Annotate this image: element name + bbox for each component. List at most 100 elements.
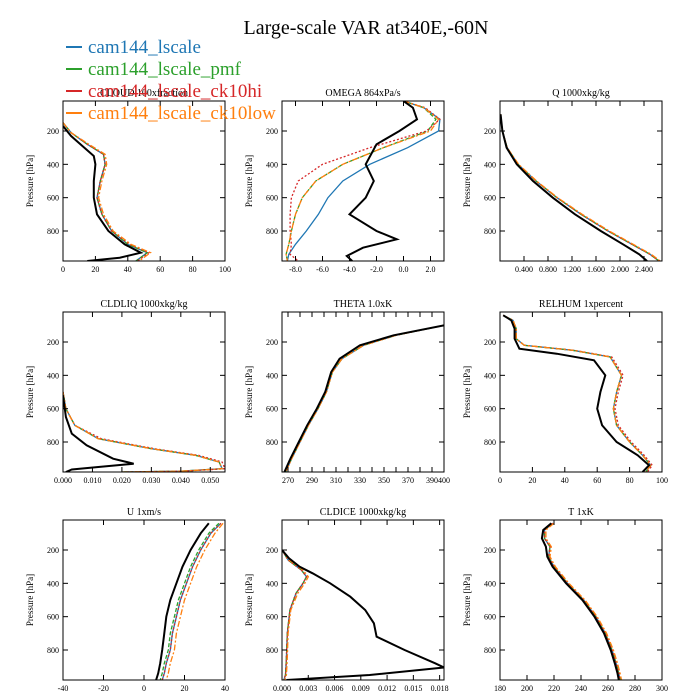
x-tick-label: 0 (142, 684, 146, 693)
series-line-cam144_lscale_ck10low (502, 314, 652, 472)
series-line-cam144_lscale_ck10hi (63, 391, 225, 472)
y-tick-label: 800 (266, 227, 278, 236)
y-tick-label: 200 (47, 127, 59, 136)
x-tick-label: 40 (124, 265, 132, 274)
y-axis-label: Pressure [hPa] (462, 155, 472, 207)
series-line-cam144_lscale_ck10low (63, 122, 152, 261)
x-tick-label: 20 (181, 684, 189, 693)
x-tick-label: 0.020 (113, 476, 131, 485)
y-tick-label: 800 (484, 438, 496, 447)
x-tick-label: 290 (306, 476, 318, 485)
series-line-cam144_lscale (500, 114, 660, 261)
series-line-black (540, 522, 620, 680)
y-axis-label: Pressure [hPa] (244, 155, 254, 207)
x-tick-label: 0.018 (431, 684, 449, 693)
y-tick-label: 600 (484, 194, 496, 203)
y-tick-label: 400 (484, 160, 496, 169)
y-tick-label: 200 (484, 338, 496, 347)
x-tick-label: 400 (438, 476, 450, 485)
legend-entry: cam144_lscale_pmf (66, 59, 242, 80)
x-tick-label: 60 (593, 476, 601, 485)
y-axis-label: Pressure [hPa] (244, 366, 254, 418)
y-axis-label: Pressure [hPa] (462, 366, 472, 418)
series-line-black (282, 549, 444, 680)
panel-1: CLOUD 100xfraction Pressure [hPa] 0 20 40 60 8… (25, 88, 231, 274)
y-tick-label: 400 (484, 371, 496, 380)
x-tick-label: 390 (426, 476, 438, 485)
y-tick-label: 800 (484, 646, 496, 655)
y-tick-label: 800 (484, 227, 496, 236)
panel-title: CLOUD 100xfraction (100, 88, 188, 99)
series-line-cam144_lscale (63, 122, 149, 261)
panel-3: Q 1000xkg/kg Pressure [hPa] 0.400 0.800 1.20… (462, 88, 663, 274)
y-tick-label: 200 (484, 546, 496, 555)
legend-entry: cam144_lscale_ck10low (66, 103, 276, 124)
panel-title: CLDICE 1000xkg/kg (320, 507, 406, 518)
series-line-cam144_lscale_pmf (285, 324, 444, 472)
series-line-cam144_lscale_ck10hi (289, 101, 441, 261)
series-line-cam144_lscale_pmf (500, 114, 660, 261)
series-line-cam144_lscale (285, 324, 444, 472)
series-line-cam144_lscale_pmf (63, 122, 149, 261)
series-line-cam144_lscale (286, 101, 441, 261)
x-tick-label: 0.000 (273, 684, 291, 693)
legend-label: cam144_lscale (88, 37, 201, 58)
x-tick-label: 0.010 (83, 476, 101, 485)
legend-entry: cam144_lscale (66, 37, 201, 58)
y-axis-label: Pressure [hPa] (25, 366, 35, 418)
x-tick-label: 200 (521, 684, 533, 693)
y-tick-label: 200 (47, 338, 59, 347)
y-axis-label: Pressure [hPa] (25, 574, 35, 626)
y-tick-label: 600 (47, 194, 59, 203)
y-tick-label: 800 (47, 438, 59, 447)
panel-5: THETA 1.0xK Pressure [hPa] 270 290 310 330 350… (244, 299, 450, 485)
series-line-cam144_lscale_ck10low (285, 324, 444, 472)
x-tick-label: 300 (656, 684, 668, 693)
y-tick-label: 600 (266, 613, 278, 622)
series-line-cam144_lscale_ck10low (282, 549, 310, 680)
x-tick-label: -20 (98, 684, 109, 693)
panel-title: RELHUM 1xpercent (539, 299, 623, 310)
panel-title: CLDLIQ 1000xkg/kg (101, 299, 188, 310)
y-tick-label: 800 (47, 227, 59, 236)
y-tick-label: 400 (47, 371, 59, 380)
plot-frame (499, 311, 663, 473)
panel-title: U 1xm/s (127, 507, 161, 518)
x-tick-label: 0.000 (54, 476, 72, 485)
series-line-cam144_lscale_ck10hi (502, 314, 654, 472)
x-tick-label: 100 (219, 265, 231, 274)
x-tick-label: 80 (189, 265, 197, 274)
x-tick-label: 0 (498, 476, 502, 485)
series-line-cam144_lscale_ck10low (63, 391, 224, 472)
x-tick-label: -2.0 (370, 265, 383, 274)
y-tick-label: 200 (266, 338, 278, 347)
y-tick-label: 200 (266, 127, 278, 136)
panel-4: CLDLIQ 1000xkg/kg Pressure [hPa] 0.000 0.01… (25, 299, 226, 485)
x-tick-label: 180 (494, 684, 506, 693)
series-line-black (500, 114, 648, 261)
x-tick-label: 0.006 (326, 684, 344, 693)
series-line-black (155, 522, 210, 680)
plot-frame (281, 100, 445, 262)
x-tick-label: 220 (548, 684, 560, 693)
y-tick-label: 200 (484, 127, 496, 136)
x-tick-label: 60 (156, 265, 164, 274)
x-tick-label: 0 (61, 265, 65, 274)
panel-8: CLDICE 1000xkg/kg Pressure [hPa] 0.000 0.00… (244, 507, 449, 693)
x-tick-label: 20 (528, 476, 536, 485)
series-line-cam144_lscale_pmf (543, 522, 621, 680)
x-tick-label: 240 (575, 684, 587, 693)
x-tick-label: 310 (330, 476, 342, 485)
x-tick-label: 0.009 (352, 684, 370, 693)
series-line-black (502, 314, 651, 472)
x-tick-label: 0.012 (378, 684, 396, 693)
x-tick-label: -4.0 (343, 265, 356, 274)
x-tick-label: -8.0 (289, 265, 302, 274)
x-tick-label: 0.0 (399, 265, 409, 274)
series-line-cam144_lscale_ck10low (285, 101, 440, 261)
figure-title: Large-scale VAR at340E,-60N (244, 17, 489, 39)
y-axis-label: Pressure [hPa] (462, 574, 472, 626)
panels: CLOUD 100xfraction Pressure [hPa] 0 20 40 60 8… (25, 88, 668, 693)
x-tick-label: 40 (221, 684, 229, 693)
series-line-cam144_lscale_ck10hi (500, 114, 660, 261)
